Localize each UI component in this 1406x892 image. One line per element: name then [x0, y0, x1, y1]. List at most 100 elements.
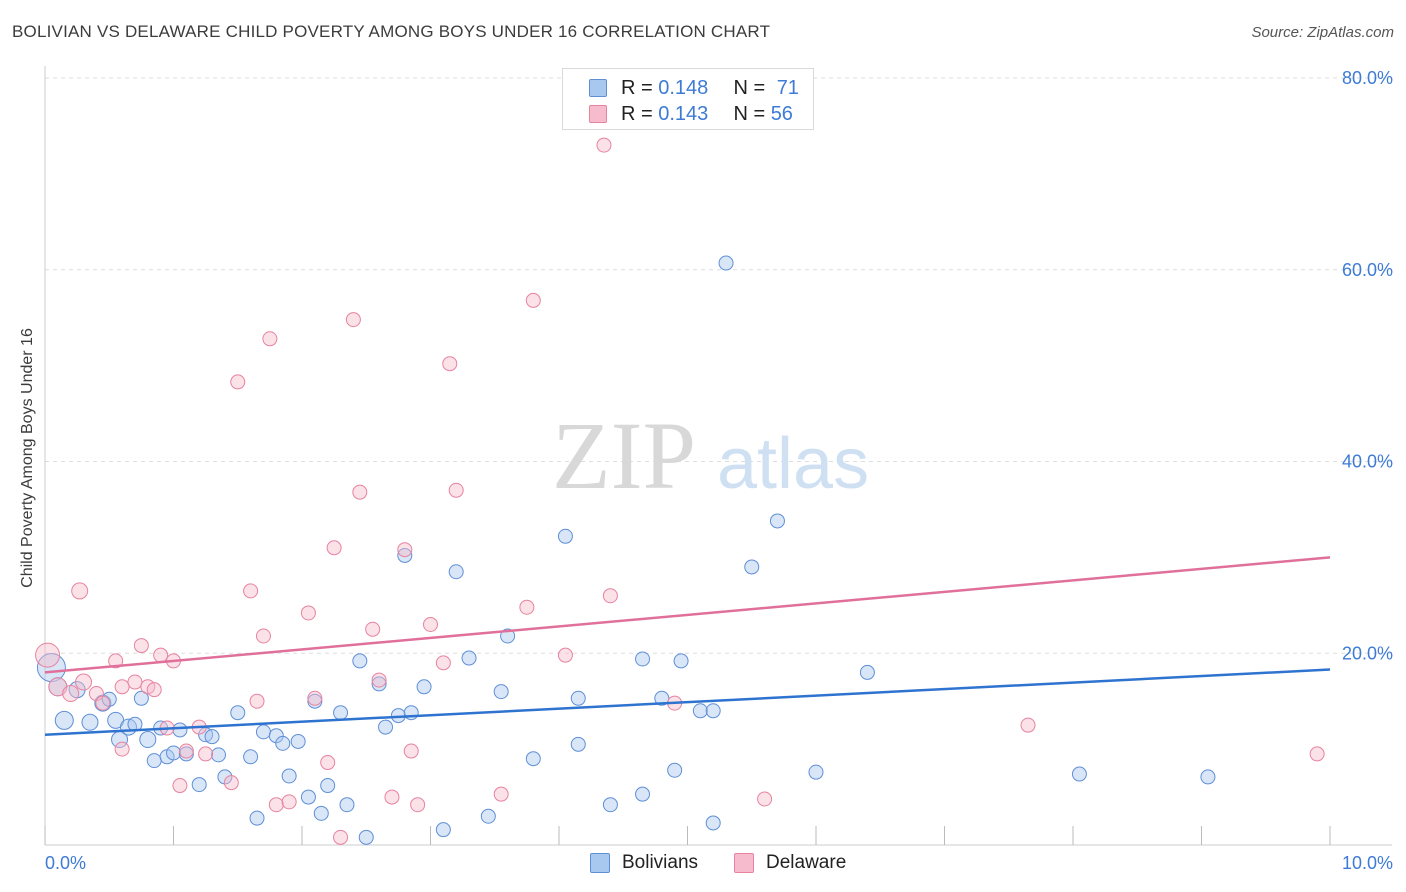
point-bolivians: [602, 797, 618, 813]
point-bolivians: [570, 690, 586, 706]
point-bolivians: [1071, 766, 1087, 782]
point-delaware: [602, 588, 618, 604]
point-bolivians: [339, 797, 355, 813]
point-bolivians: [480, 808, 496, 824]
legend-n-label: N =: [733, 103, 771, 125]
point-bolivians: [371, 676, 387, 692]
point-delaware: [108, 653, 124, 669]
point-bolivians: [204, 729, 220, 745]
point-bolivians: [255, 724, 271, 740]
point-bolivians: [166, 745, 181, 761]
point-bolivians: [275, 735, 291, 751]
point-bolivians: [692, 703, 708, 719]
point-delaware: [757, 791, 773, 807]
point-delaware: [557, 647, 573, 663]
watermark: ZIP atlas: [552, 402, 869, 509]
point-delaware: [596, 137, 612, 153]
point-bolivians: [416, 679, 432, 695]
point-delaware: [448, 482, 464, 498]
point-delaware: [300, 605, 316, 621]
point-bolivians: [667, 762, 683, 778]
point-bolivians: [570, 736, 586, 752]
point-delaware: [442, 356, 458, 372]
point-bolivians: [210, 747, 226, 763]
point-bolivians: [230, 705, 246, 721]
y-tick-label: 60.0%: [1342, 260, 1393, 280]
point-delaware: [230, 374, 246, 390]
point-delaware: [1020, 717, 1036, 733]
point-delaware: [262, 331, 278, 347]
point-delaware: [255, 628, 271, 644]
point-bolivians: [435, 822, 451, 838]
trend-line-bolivians: [44, 668, 1331, 736]
point-bolivians: [635, 786, 651, 802]
bottom-legend-label-delaware: Delaware: [766, 852, 847, 873]
y-tick-label: 20.0%: [1342, 643, 1393, 663]
point-delaware: [423, 616, 438, 632]
point-bolivians: [333, 705, 349, 721]
point-bolivians: [243, 749, 259, 765]
point-bolivians: [718, 255, 734, 271]
point-bolivians: [1200, 769, 1216, 785]
tick-labels: 20.0% 40.0% 60.0% 80.0% 0.0% 10.0%: [45, 68, 1393, 873]
point-bolivians: [493, 684, 509, 700]
point-delaware: [281, 794, 297, 810]
point-delaware: [172, 778, 188, 794]
point-delaware: [525, 292, 541, 308]
bottom-legend-label-bolivians: Bolivians: [622, 852, 699, 873]
point-bolivians: [358, 829, 374, 845]
bottom-legend-swatch-bolivians: [590, 853, 610, 873]
legend-swatch-bolivians: [589, 79, 607, 97]
point-delaware: [133, 638, 149, 654]
watermark-atlas: atlas: [717, 424, 869, 504]
point-delaware: [153, 647, 169, 663]
point-delaware: [326, 540, 342, 556]
point-bolivians: [281, 768, 297, 784]
point-bolivians: [557, 528, 573, 544]
point-bolivians: [859, 664, 875, 680]
point-bolivians: [378, 719, 394, 735]
watermark-zip: ZIP: [552, 402, 696, 509]
legend: R = 0.148 N = 71 R = 0.143 N = 56: [562, 68, 814, 130]
point-delaware: [384, 789, 400, 805]
point-delaware: [268, 797, 284, 813]
point-bolivians: [133, 690, 149, 706]
point-delaware: [435, 655, 451, 671]
chart-title: BOLIVIAN VS DELAWARE CHILD POVERTY AMONG…: [12, 22, 771, 41]
point-bolivians: [191, 777, 207, 793]
point-delaware: [1309, 746, 1325, 762]
legend-n-value: 71: [776, 77, 799, 99]
point-delaware: [127, 674, 143, 690]
point-delaware: [223, 775, 239, 791]
point-delaware: [397, 542, 413, 558]
point-delaware: [178, 743, 194, 759]
legend-r-value: 0.148: [658, 77, 709, 99]
point-delaware: [95, 695, 111, 711]
point-delaware: [146, 682, 162, 698]
point-bolivians: [290, 733, 306, 749]
point-bolivians: [461, 650, 477, 666]
point-delaware: [403, 743, 419, 759]
point-delaware: [75, 673, 93, 691]
gridlines: [45, 77, 1392, 654]
point-bolivians: [673, 653, 689, 669]
point-delaware: [333, 829, 349, 845]
point-delaware: [71, 582, 89, 600]
data-points: [35, 137, 1325, 845]
point-delaware: [114, 679, 130, 695]
point-bolivians: [397, 547, 413, 563]
point-bolivians: [352, 653, 368, 669]
y-tick-label: 80.0%: [1342, 68, 1393, 88]
y-tick-label: 40.0%: [1342, 452, 1393, 472]
point-bolivians: [249, 810, 265, 826]
point-bolivians: [635, 651, 651, 667]
point-delaware: [198, 746, 214, 762]
point-delaware: [249, 693, 265, 709]
point-bolivians: [54, 710, 74, 730]
point-bolivians: [744, 559, 760, 575]
point-delaware: [307, 690, 323, 706]
point-bolivians: [525, 751, 541, 767]
point-delaware: [371, 672, 387, 688]
bottom-legend-swatch-delaware: [734, 853, 754, 873]
